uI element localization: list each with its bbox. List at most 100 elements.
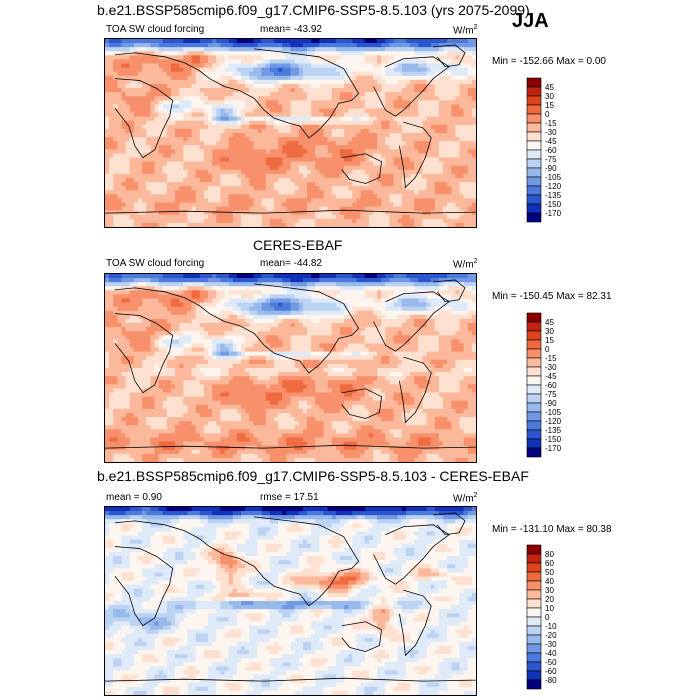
map-cell — [422, 71, 427, 77]
map-cell — [377, 120, 382, 126]
map-cell — [166, 161, 172, 166]
map-cell — [364, 218, 370, 224]
map-cell — [121, 306, 126, 312]
map-cell — [306, 124, 312, 130]
map-cell — [414, 88, 419, 93]
map-cell — [348, 59, 353, 64]
map-cell — [187, 194, 192, 199]
map-cell — [257, 96, 262, 101]
map-cell — [113, 124, 118, 130]
map-cell — [129, 124, 135, 130]
map-cell — [195, 290, 201, 295]
map-cell — [187, 282, 192, 287]
map-cell — [294, 128, 300, 134]
map-cell — [306, 104, 312, 109]
map-cell — [224, 88, 229, 93]
map-cell — [426, 51, 431, 56]
map-cell — [302, 71, 308, 77]
map-cell — [249, 108, 254, 113]
map-cell — [335, 55, 341, 60]
map-cell — [426, 298, 431, 303]
map-cell — [443, 104, 448, 109]
map-cell — [278, 124, 283, 130]
map-cell — [368, 43, 374, 48]
map-cell — [117, 124, 122, 130]
map-cell — [356, 83, 361, 89]
map-cell — [352, 165, 357, 171]
map-cell — [224, 133, 229, 138]
map-cell — [249, 198, 254, 203]
map-cell — [191, 71, 196, 77]
map-cell — [109, 149, 114, 154]
map-cell — [331, 198, 337, 203]
map-cell — [463, 128, 469, 134]
map-cell — [302, 104, 308, 109]
map-cell — [212, 169, 217, 175]
map-cell — [265, 302, 271, 307]
map-cell — [199, 282, 205, 287]
map-cell — [331, 47, 337, 52]
map-cell — [306, 202, 312, 207]
map-cell — [142, 59, 147, 64]
map-cell — [393, 161, 398, 166]
map-cell — [109, 47, 114, 52]
map-cell — [137, 149, 143, 154]
map-cell — [113, 104, 118, 109]
map-cell — [302, 190, 308, 195]
map-cell — [368, 294, 374, 299]
map-cell — [364, 141, 370, 146]
map-cell — [410, 149, 415, 154]
map-cell — [257, 71, 262, 77]
map-cell — [302, 124, 308, 130]
map-cell — [356, 137, 361, 142]
map-cell — [179, 182, 184, 187]
map-cell — [430, 165, 436, 171]
map-cell — [418, 83, 423, 89]
map-cell — [327, 96, 333, 101]
map-cell — [405, 120, 411, 126]
map-cell — [150, 278, 155, 283]
map-cell — [302, 133, 308, 138]
map-cell — [109, 186, 114, 191]
map-cell — [368, 47, 374, 52]
map-cell — [162, 96, 168, 101]
map-cell — [401, 182, 407, 187]
map-cell — [306, 79, 312, 85]
map-cell — [401, 67, 407, 72]
map-cell — [282, 71, 287, 77]
map-cell — [274, 218, 279, 224]
map-cell — [414, 222, 419, 227]
map-cell — [105, 116, 110, 122]
map-cell — [142, 214, 147, 220]
map-cell — [203, 59, 209, 64]
map-cell — [434, 198, 440, 203]
map-cell — [298, 104, 304, 109]
map-cell — [274, 194, 279, 199]
map-cell — [298, 100, 304, 105]
map-cell — [191, 47, 196, 52]
map-cell — [377, 173, 382, 179]
map-cell — [146, 43, 151, 48]
map-cell — [455, 190, 460, 195]
map-cell — [109, 75, 114, 81]
map-cell — [228, 79, 234, 85]
map-cell — [113, 63, 118, 68]
map-cell — [113, 198, 118, 203]
map-cell — [286, 190, 291, 195]
map-cell — [323, 153, 328, 158]
map-cell — [208, 149, 213, 154]
map-cell — [455, 165, 460, 171]
map-cell — [422, 116, 427, 122]
map-cell — [154, 294, 159, 299]
map-cell — [125, 67, 131, 72]
map-cell — [323, 67, 328, 72]
map-cell — [105, 290, 110, 295]
map-cell — [236, 290, 242, 295]
map-cell — [286, 55, 291, 60]
map-cell — [389, 59, 394, 64]
map-cell — [290, 124, 295, 130]
map-cell — [162, 302, 168, 307]
map-cell — [232, 165, 238, 171]
map-cell — [393, 124, 398, 130]
map-cell — [327, 149, 333, 154]
